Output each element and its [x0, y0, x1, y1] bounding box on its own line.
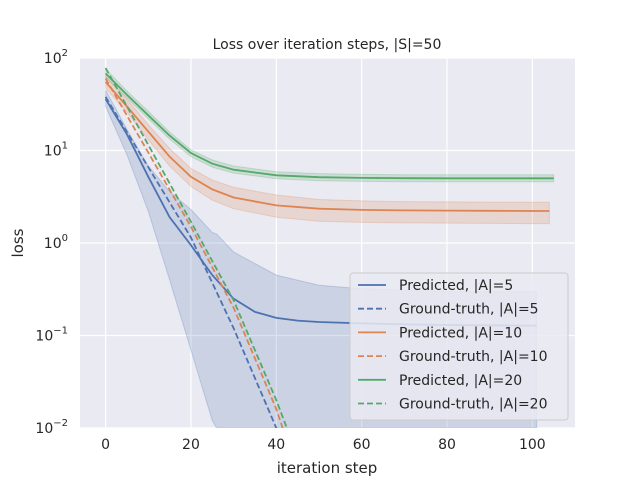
legend-label: Ground-truth, |A|=10	[399, 349, 547, 365]
x-tick-label: 60	[353, 437, 371, 453]
series-lines	[104, 67, 554, 428]
x-tick-labels: 0 20 40 60 80 100	[101, 437, 546, 453]
confidence-band	[105, 75, 550, 225]
legend-label: Ground-truth, |A|=5	[399, 302, 539, 318]
chart-title: Loss over iteration steps, |S|=50	[213, 37, 442, 53]
x-tick-label: 0	[101, 437, 110, 453]
y-tick-labels: 102 101 100 10−1 10−2	[35, 48, 68, 437]
ground-truth-line	[104, 67, 288, 428]
x-tick-label: 20	[182, 437, 200, 453]
x-tick-label: 100	[519, 437, 546, 453]
x-tick-label: 40	[267, 437, 285, 453]
legend-label: Ground-truth, |A|=20	[399, 397, 547, 413]
y-tick-label: 100	[44, 233, 68, 252]
ground-truth-line	[104, 96, 278, 428]
y-tick-label: 10−1	[35, 326, 68, 345]
x-tick-label: 80	[438, 437, 456, 453]
predicted-line	[104, 81, 550, 212]
predicted-line	[104, 72, 554, 180]
legend: Predicted, |A|=5 Ground-truth, |A|=5 Predi…	[349, 272, 569, 421]
legend-label: Predicted, |A|=5	[399, 278, 513, 294]
y-tick-label: 10−2	[35, 418, 68, 437]
legend-label: Predicted, |A|=20	[399, 373, 522, 389]
y-tick-label: 101	[44, 141, 68, 160]
legend-label: Predicted, |A|=10	[399, 325, 522, 341]
ground-truth-line	[104, 78, 284, 428]
y-tick-label: 102	[44, 48, 68, 67]
legend-box	[349, 272, 569, 421]
confidence-band	[105, 67, 555, 183]
x-axis-label: iteration step	[277, 459, 378, 477]
y-axis-label: loss	[9, 228, 27, 257]
